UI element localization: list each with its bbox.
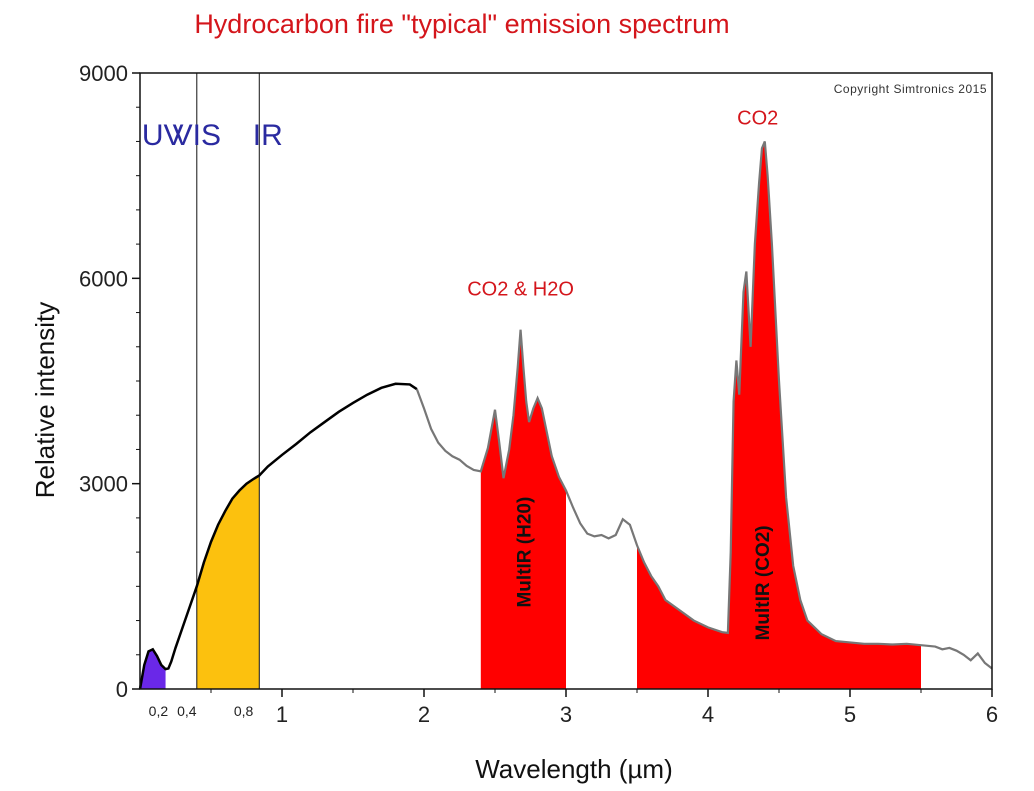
- x-tick-label-1: 2: [418, 702, 430, 727]
- x-small-tick-label-2: 0,8: [234, 703, 254, 719]
- x-tick-label-3: 4: [702, 702, 714, 727]
- spectrum-curve: [138, 141, 993, 690]
- x-tick-label-4: 5: [844, 702, 856, 727]
- y-axis-title: Relative intensity: [30, 302, 60, 499]
- y-tick-label-3: 9000: [79, 61, 128, 86]
- region-label-vis: VIS: [173, 119, 221, 152]
- y-tick-label-2: 6000: [79, 266, 128, 291]
- band-label-3: MultIR (CO2): [753, 525, 774, 640]
- chart-title: Hydrocarbon fire "typical" emission spec…: [194, 9, 729, 39]
- spectrum-line-visible: [138, 382, 418, 690]
- band-fill-2: [480, 329, 566, 689]
- peak-label-1: CO2: [737, 107, 778, 129]
- x-small-tick-label-1: 0,4: [177, 703, 197, 719]
- band-fill-1: [196, 475, 260, 689]
- spectrum-line-infrared: [415, 141, 993, 670]
- x-small-tick-label-0: 0,2: [149, 703, 169, 719]
- band-label-2: MultIR (H20): [514, 497, 535, 608]
- region-label-ir: IR: [253, 119, 283, 152]
- x-tick-label-5: 6: [986, 702, 998, 727]
- tick-marks: [132, 72, 993, 697]
- x-tick-label-2: 3: [560, 702, 572, 727]
- region-label-uv: UV: [142, 119, 184, 152]
- x-tick-label-0: 1: [276, 702, 288, 727]
- x-axis-title: Wavelength (µm): [475, 754, 673, 784]
- peak-label-0: CO2 & H2O: [467, 278, 574, 300]
- band-fills: [140, 141, 921, 689]
- band-fill-3: [637, 141, 921, 689]
- y-tick-label-0: 0: [116, 677, 128, 702]
- copyright-note: Copyright Simtronics 2015: [834, 82, 987, 96]
- y-tick-label-1: 3000: [79, 472, 128, 497]
